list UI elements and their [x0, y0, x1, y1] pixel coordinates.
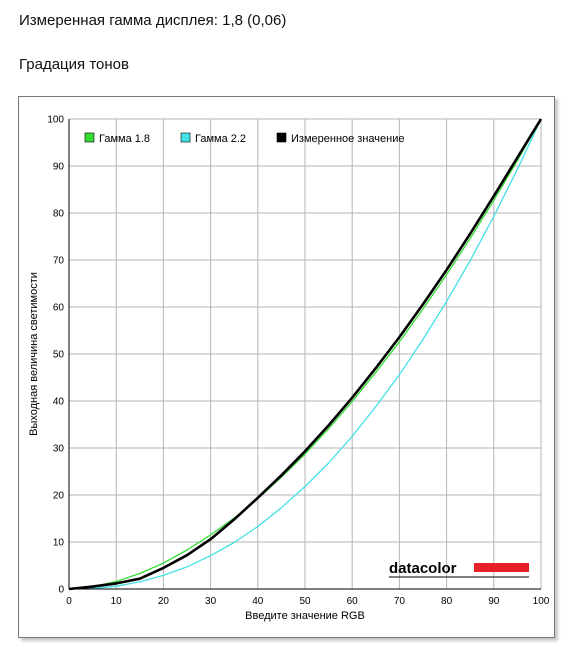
section-title: Градация тонов [19, 56, 129, 73]
x-tick-label: 20 [158, 596, 170, 607]
x-tick-label: 90 [488, 596, 500, 607]
legend-swatch [84, 132, 95, 143]
legend-label: Гамма 2.2 [195, 133, 246, 145]
series-line-3 [68, 118, 543, 591]
legend-swatch [180, 132, 191, 143]
measured-gamma-label: Измеренная гамма дисплея: 1,8 (0,06) [19, 12, 287, 29]
x-tick-label: 30 [205, 596, 217, 607]
logo-text: datacolor [389, 560, 457, 577]
y-tick-label: 80 [53, 209, 65, 220]
y-tick-label: 50 [53, 350, 65, 361]
x-tick-label: 40 [252, 596, 264, 607]
y-tick-label: 100 [47, 115, 64, 126]
series-lines [68, 118, 543, 591]
x-axis-title: Введите значение RGB [245, 610, 365, 622]
grid [69, 118, 542, 589]
x-tick-label: 70 [394, 596, 406, 607]
logo-red-bar [474, 563, 529, 572]
datacolor-logo: datacolor [389, 560, 529, 578]
series-line-1 [68, 118, 542, 590]
y-tick-label: 40 [53, 397, 65, 408]
legend-swatch [276, 132, 287, 143]
legend-label: Измеренное значение [291, 133, 405, 145]
y-tick-label: 30 [53, 444, 65, 455]
x-tick-label: 80 [441, 596, 453, 607]
x-tick-label: 10 [111, 596, 123, 607]
y-tick-label: 90 [53, 162, 65, 173]
series-line-2 [68, 118, 542, 590]
y-axis-title: Выходная величина светимости [28, 272, 40, 436]
y-tick-label: 0 [58, 585, 64, 596]
x-tick-label: 50 [299, 596, 311, 607]
x-tick-label: 60 [347, 596, 359, 607]
chart-panel: 0 10 20 30 40 50 60 70 80 90 100 0 10 20 30 40 50 60 70 80 9… [18, 96, 555, 638]
legend: Гамма 1.8 Гамма 2.2 Измеренное значение [84, 132, 405, 145]
y-tick-label: 70 [53, 256, 65, 267]
tone-gradation-chart: 0 10 20 30 40 50 60 70 80 90 100 0 10 20 30 40 50 60 70 80 9… [28, 115, 550, 623]
y-tick-label: 20 [53, 491, 65, 502]
x-tick-label: 0 [66, 596, 72, 607]
legend-label: Гамма 1.8 [99, 133, 150, 145]
x-tick-label: 100 [533, 596, 550, 607]
axes [68, 119, 541, 590]
tick-labels: 0 10 20 30 40 50 60 70 80 90 100 0 10 20 30 40 50 60 70 80 9… [47, 115, 549, 608]
y-tick-label: 10 [53, 538, 65, 549]
y-tick-label: 60 [53, 303, 65, 314]
